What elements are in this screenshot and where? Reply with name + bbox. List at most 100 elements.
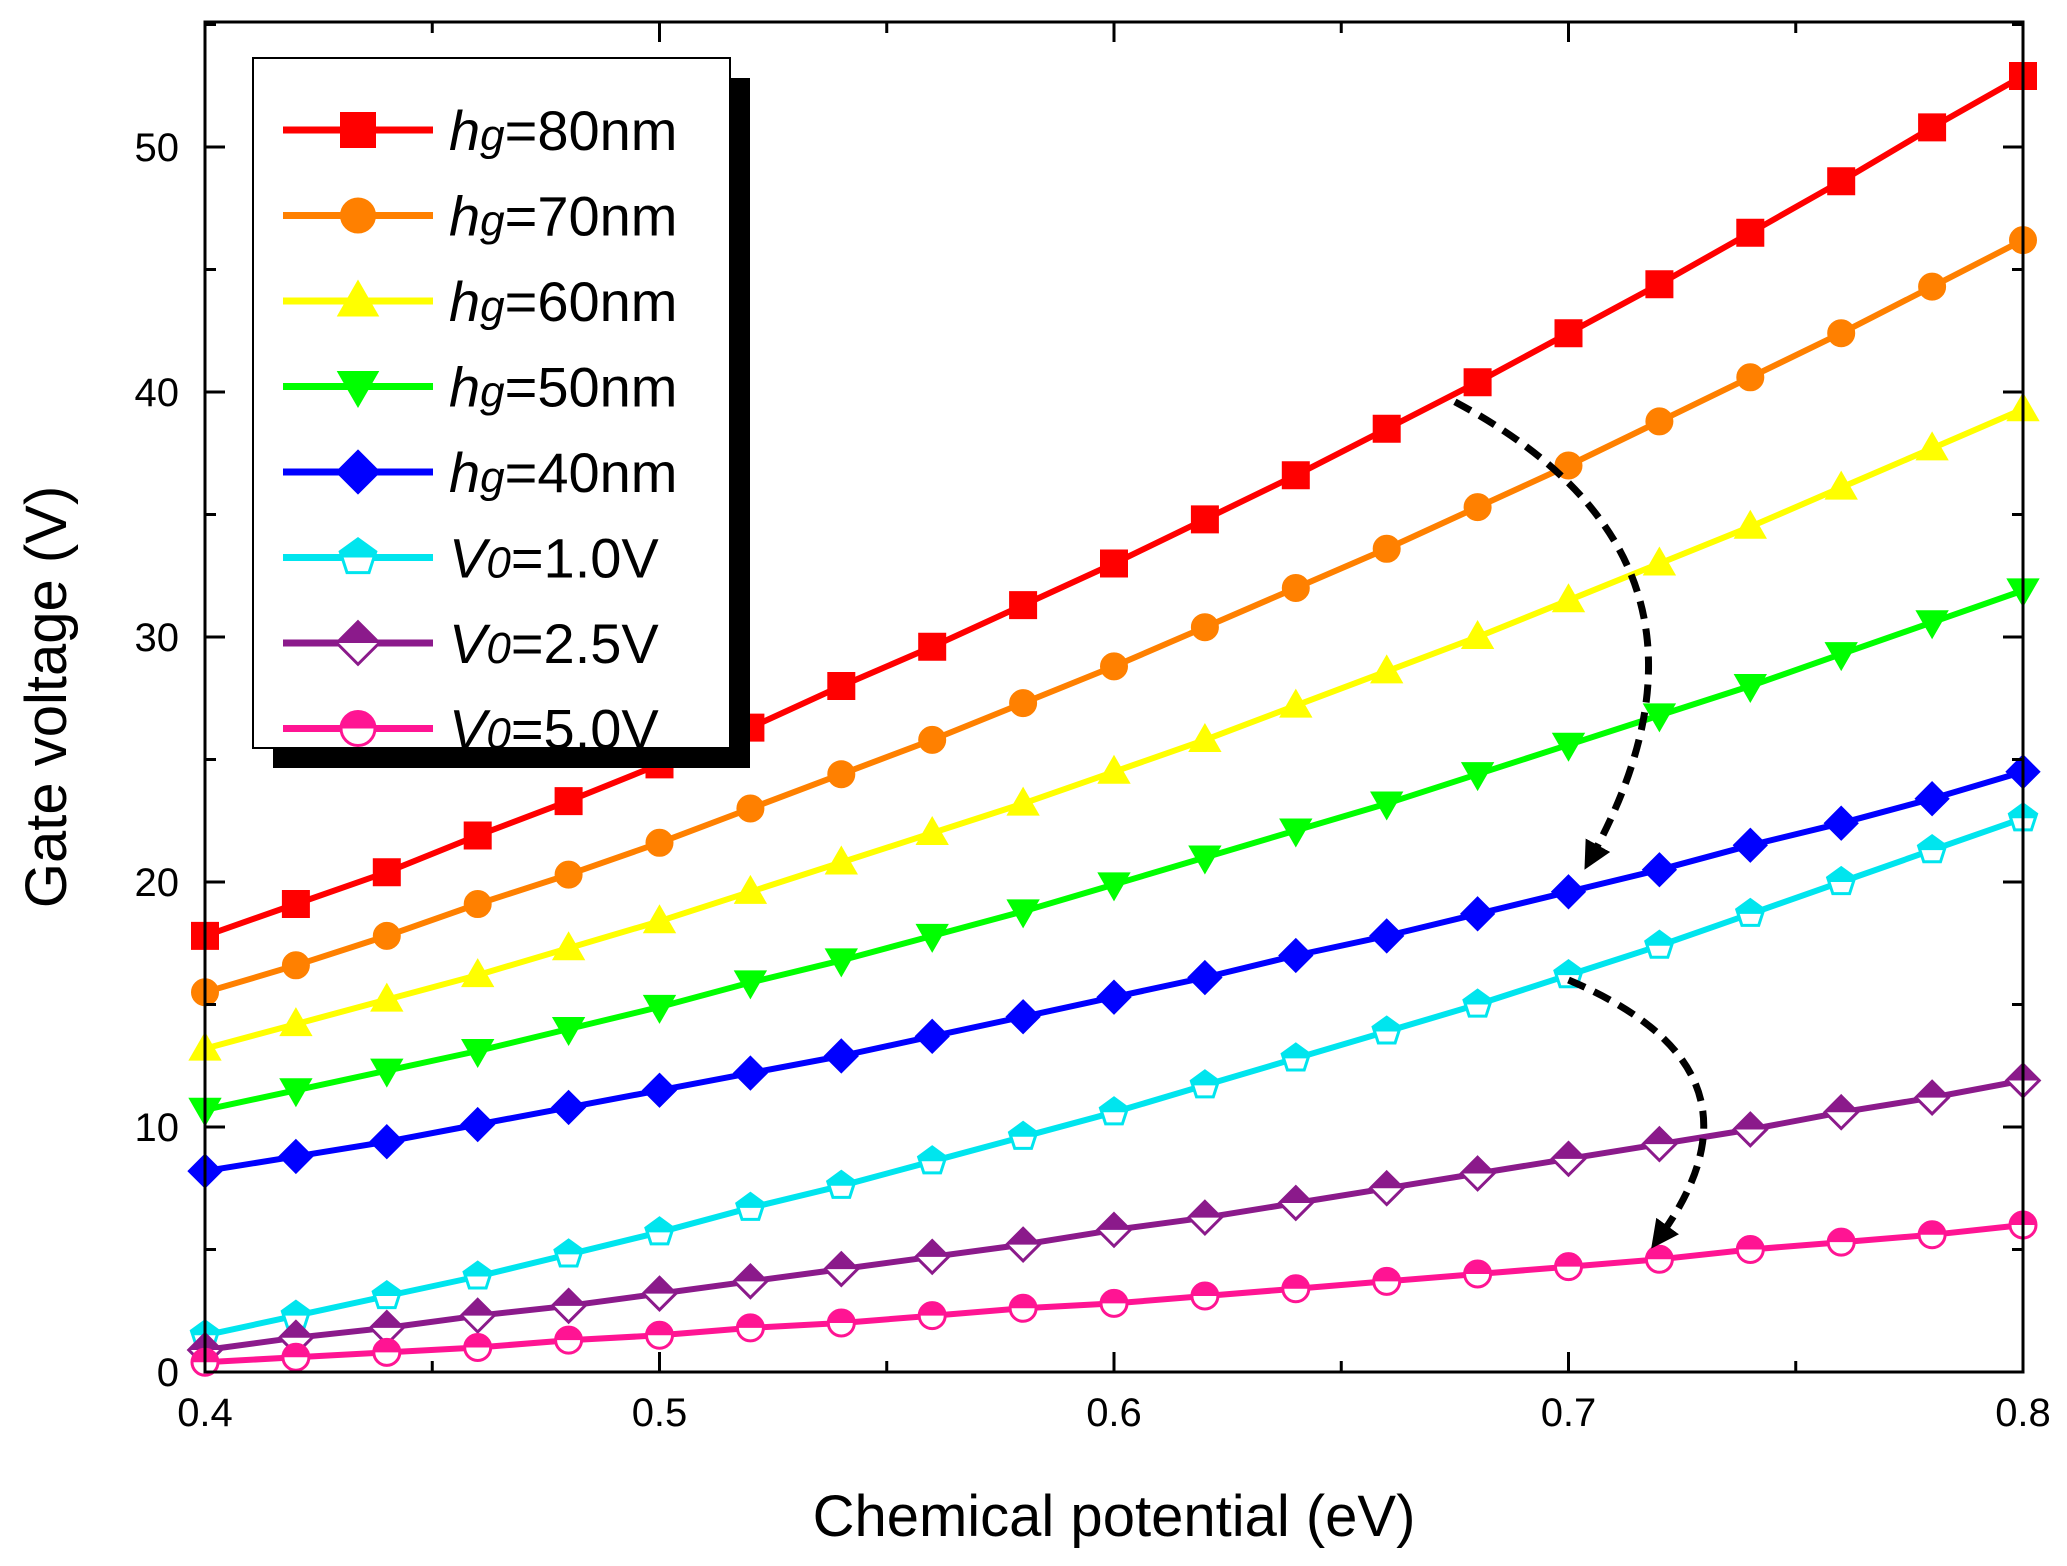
data-point bbox=[823, 1038, 859, 1074]
legend-marker bbox=[340, 197, 376, 234]
data-point bbox=[1554, 319, 1583, 348]
data-point bbox=[736, 794, 765, 823]
data-point bbox=[735, 1313, 765, 1343]
data-point bbox=[1736, 218, 1765, 247]
data-point bbox=[1642, 546, 1677, 576]
legend-marker bbox=[338, 536, 378, 575]
data-point bbox=[1459, 1155, 1496, 1192]
data-point bbox=[822, 1250, 860, 1288]
data-point bbox=[1277, 1184, 1315, 1222]
series-V05.0V bbox=[190, 1210, 2038, 1377]
data-point bbox=[1644, 1244, 1674, 1274]
data-point bbox=[918, 632, 947, 661]
annotation-group bbox=[1453, 398, 1708, 1249]
data-point bbox=[1463, 368, 1492, 397]
data-point bbox=[1551, 732, 1586, 762]
data-point bbox=[1281, 461, 1310, 490]
legend-marker bbox=[340, 112, 376, 148]
data-point bbox=[1736, 363, 1765, 392]
data-point bbox=[826, 1308, 856, 1338]
data-point bbox=[1281, 1274, 1311, 1304]
data-point bbox=[1006, 786, 1040, 816]
data-point bbox=[915, 816, 949, 846]
data-point bbox=[1917, 1220, 1947, 1250]
data-point bbox=[1097, 872, 1131, 902]
data-point bbox=[279, 1078, 313, 1108]
data-point bbox=[1188, 722, 1222, 752]
data-point bbox=[1281, 574, 1310, 602]
data-point bbox=[1551, 583, 1586, 613]
legend-label: hg=40nm bbox=[449, 441, 677, 504]
data-point bbox=[551, 1016, 586, 1046]
data-point bbox=[1009, 591, 1038, 620]
data-point bbox=[281, 951, 310, 980]
series-V01.0V bbox=[189, 802, 2039, 1349]
data-point bbox=[825, 1169, 857, 1199]
legend-label: hg=80nm bbox=[449, 99, 677, 162]
data-point bbox=[370, 982, 404, 1012]
data-point bbox=[1915, 431, 1949, 461]
data-point bbox=[1824, 642, 1858, 672]
legend-label: hg=50nm bbox=[449, 356, 677, 419]
data-point bbox=[1369, 918, 1405, 954]
legend-marker bbox=[335, 449, 381, 495]
data-point bbox=[370, 1058, 404, 1088]
data-point bbox=[1372, 414, 1401, 443]
data-point bbox=[554, 787, 583, 816]
data-point bbox=[1186, 1199, 1224, 1237]
data-point bbox=[1096, 979, 1132, 1015]
data-point bbox=[1916, 834, 1948, 864]
data-point bbox=[1914, 781, 1950, 817]
data-point bbox=[1098, 1096, 1130, 1126]
data-point bbox=[1913, 1079, 1951, 1116]
legend-item: hg=50nm bbox=[283, 356, 677, 419]
data-point bbox=[1734, 897, 1766, 927]
data-point bbox=[1280, 1042, 1312, 1072]
data-point bbox=[733, 874, 768, 904]
data-point bbox=[1554, 1252, 1583, 1282]
data-point bbox=[461, 958, 495, 988]
data-point bbox=[1642, 703, 1677, 733]
data-point bbox=[372, 921, 401, 950]
data-point bbox=[463, 890, 492, 919]
data-point bbox=[645, 828, 674, 857]
y-tick-label: 0 bbox=[157, 1351, 179, 1395]
legend-marker bbox=[334, 619, 382, 667]
data-point bbox=[642, 994, 677, 1024]
data-point bbox=[1100, 549, 1128, 578]
data-point bbox=[1460, 762, 1495, 792]
legend-box bbox=[252, 57, 731, 749]
data-point bbox=[1731, 1111, 1769, 1148]
data-point bbox=[824, 845, 858, 875]
data-point bbox=[550, 1089, 587, 1126]
data-point bbox=[1368, 1169, 1406, 1207]
data-point bbox=[1550, 1140, 1587, 1178]
y-tick-label: 10 bbox=[135, 1106, 180, 1150]
data-point bbox=[1915, 610, 1949, 640]
series-hg40nm bbox=[187, 754, 2041, 1189]
data-point bbox=[1645, 270, 1674, 299]
series-hg50nm bbox=[188, 578, 2040, 1127]
data-point bbox=[550, 1287, 587, 1325]
series-group bbox=[186, 61, 2042, 1377]
series-V02.5V bbox=[186, 1062, 2042, 1369]
legend-marker bbox=[336, 371, 380, 409]
legend-item: hg=40nm bbox=[283, 441, 677, 504]
data-point bbox=[1009, 689, 1038, 718]
x-tick-label: 0.4 bbox=[177, 1391, 233, 1435]
series-hg80nm bbox=[191, 61, 2037, 950]
data-point bbox=[1918, 272, 1947, 301]
data-point bbox=[1459, 896, 1496, 932]
data-point bbox=[824, 948, 858, 978]
legend-label: V0=2.5V bbox=[449, 612, 659, 675]
data-point bbox=[1189, 1069, 1221, 1099]
data-point bbox=[1188, 845, 1222, 875]
data-point bbox=[917, 1301, 947, 1331]
data-point bbox=[1918, 113, 1947, 142]
data-point bbox=[278, 1138, 314, 1175]
data-point bbox=[1460, 620, 1495, 650]
data-point bbox=[645, 1320, 674, 1350]
data-point bbox=[1007, 1120, 1039, 1150]
data-point bbox=[733, 970, 768, 1000]
data-point bbox=[372, 858, 401, 887]
